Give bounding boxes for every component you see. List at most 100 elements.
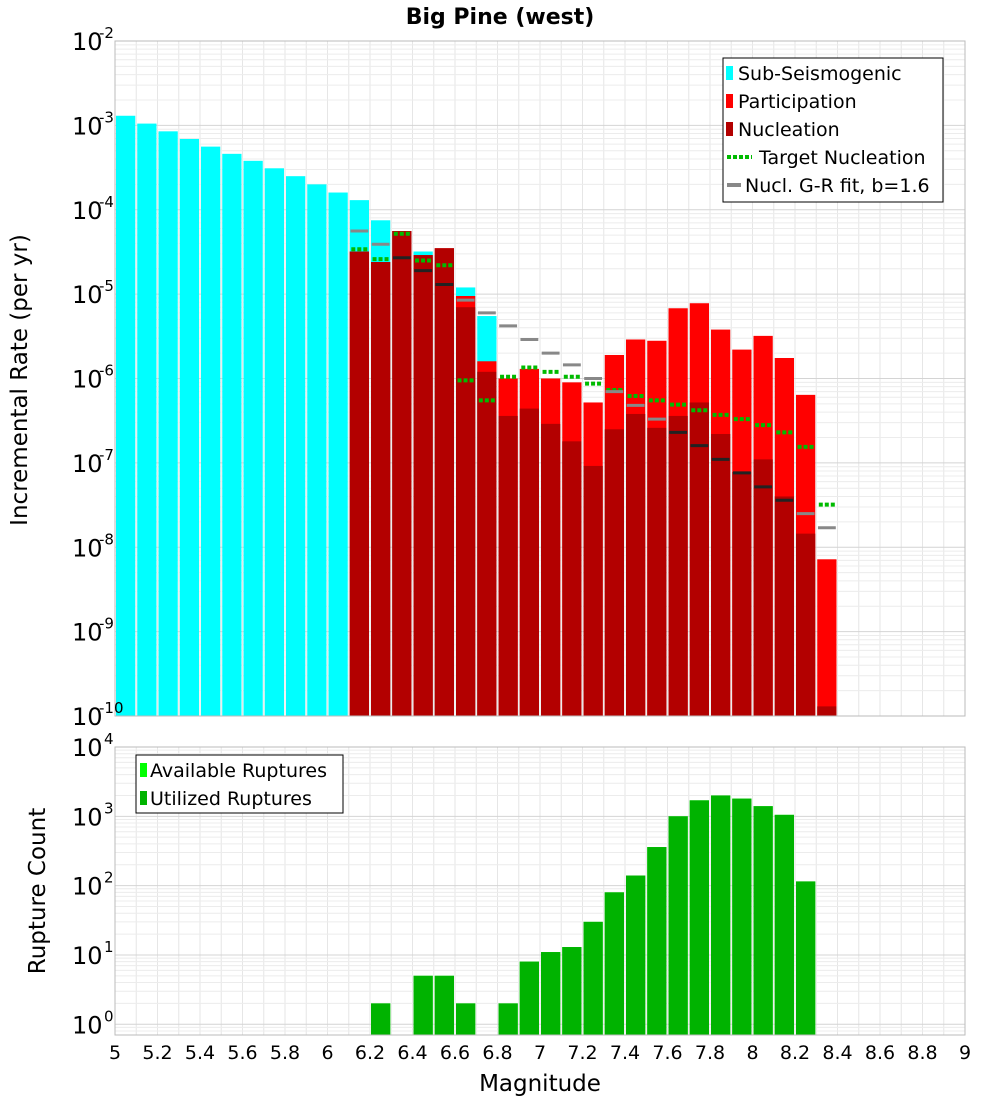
x-tick-label: 7 [534, 1042, 546, 1064]
y-tick-label: 10-6 [72, 362, 114, 394]
bar-sub-seismogenic [116, 115, 136, 716]
x-tick-label: 6.8 [482, 1042, 512, 1064]
y-tick-base: 10 [72, 803, 103, 831]
legend-label-sub-seismogenic: Sub-Seismogenic [738, 63, 902, 85]
bar-nucleation [732, 471, 752, 716]
y-tick-base: 10 [72, 28, 103, 56]
x-tick-label: 6 [321, 1042, 333, 1064]
y-tick-exponent: -3 [99, 108, 114, 126]
y-tick-label: 10-9 [72, 615, 114, 647]
x-tick-label: 6.6 [440, 1042, 470, 1064]
y-tick-exponent: -2 [99, 24, 114, 42]
bar-sub-seismogenic [222, 153, 242, 716]
x-tick-label: 5.4 [185, 1042, 215, 1064]
bar-utilized-ruptures [413, 975, 433, 1035]
count-y-axis-label: Rupture Count [25, 808, 51, 974]
bar-nucleation [392, 230, 412, 716]
x-tick-label: 8.4 [822, 1042, 852, 1064]
legend-label-available: Available Ruptures [150, 760, 327, 782]
legend-label-utilized: Utilized Ruptures [150, 788, 312, 810]
y-tick-exponent: -7 [99, 446, 114, 464]
y-tick-base: 10 [72, 703, 103, 731]
bar-sub-seismogenic [179, 138, 199, 716]
y-tick-label: 10-10 [72, 699, 124, 731]
legend-swatch-available [140, 763, 147, 777]
bar-nucleation [796, 533, 816, 716]
bar-nucleation [817, 706, 837, 716]
bar-nucleation [477, 371, 497, 716]
bar-nucleation [668, 415, 688, 716]
bar-sub-seismogenic [243, 160, 263, 717]
bar-nucleation [519, 408, 539, 716]
y-tick-exponent: 2 [104, 869, 114, 887]
rate-bars [116, 115, 837, 717]
bar-utilized-ruptures [732, 798, 752, 1035]
x-tick-label: 8.2 [780, 1042, 810, 1064]
y-tick-label: 10-7 [72, 446, 114, 478]
count-x-ticks: 5 5.2 5.4 5.6 5.8 6 6.2 6.4 6.6 6.8 7 7.2 7.4 7.6 7.8 8… [109, 1042, 971, 1064]
bar-nucleation [711, 433, 731, 716]
bar-sub-seismogenic [264, 168, 284, 716]
bar-utilized-ruptures [668, 816, 688, 1035]
legend-label-nucleation: Nucleation [738, 119, 840, 141]
bar-sub-seismogenic [201, 146, 221, 716]
legend-label-participation: Participation [738, 91, 857, 113]
x-tick-label: 8 [746, 1042, 758, 1064]
x-tick-label: 6.4 [397, 1042, 427, 1064]
y-tick-base: 10 [72, 112, 103, 140]
x-tick-label: 9 [959, 1042, 971, 1064]
y-tick-exponent: -5 [99, 277, 114, 295]
y-tick-label: 10 2 [72, 869, 114, 901]
count-bars [371, 795, 816, 1035]
chart-title: Big Pine (west) [406, 5, 595, 30]
y-tick-base: 10 [72, 873, 103, 901]
bar-utilized-ruptures [498, 1003, 518, 1035]
y-tick-exponent: 4 [104, 730, 114, 748]
count-legend: Available Ruptures Utilized Ruptures [135, 754, 344, 814]
bar-nucleation [456, 307, 476, 716]
bar-nucleation [371, 262, 391, 716]
bar-nucleation [562, 441, 582, 716]
bar-utilized-ruptures [604, 892, 624, 1035]
bar-utilized-ruptures [519, 961, 539, 1035]
bar-sub-seismogenic [307, 184, 327, 717]
count-plot-frame [114, 746, 966, 1036]
legend-label-gr-fit: Nucl. G-R fit, b=1.6 [745, 175, 930, 197]
bar-nucleation [498, 415, 518, 716]
bar-participation [817, 559, 837, 716]
y-tick-base: 10 [72, 197, 103, 225]
y-tick-exponent: -9 [99, 615, 114, 633]
x-tick-label: 7.2 [567, 1042, 597, 1064]
y-tick-label: 10 3 [72, 799, 114, 831]
bar-sub-seismogenic [137, 123, 157, 716]
legend-swatch-utilized [140, 791, 147, 805]
y-tick-label: 10 1 [72, 938, 114, 970]
x-tick-label: 7.8 [695, 1042, 725, 1064]
x-tick-label: 5 [109, 1042, 121, 1064]
y-tick-base: 10 [72, 281, 103, 309]
y-tick-label: 10 0 [72, 1007, 114, 1039]
x-tick-label: 6.2 [355, 1042, 385, 1064]
bar-nucleation [626, 413, 646, 716]
x-tick-label: 7.6 [652, 1042, 682, 1064]
legend-swatch-participation [726, 94, 733, 108]
bar-utilized-ruptures [562, 947, 582, 1035]
y-tick-exponent: 3 [104, 799, 114, 817]
bar-utilized-ruptures [647, 847, 667, 1035]
y-tick-base: 10 [72, 366, 103, 394]
bar-utilized-ruptures [689, 800, 709, 1035]
y-tick-label: 10 4 [72, 730, 114, 762]
x-tick-label: 5.6 [227, 1042, 257, 1064]
y-tick-exponent: -6 [99, 362, 114, 380]
bar-utilized-ruptures [371, 1003, 391, 1035]
y-tick-base: 10 [72, 619, 103, 647]
rate-markers [350, 229, 836, 530]
y-tick-label: 10-4 [72, 193, 114, 225]
bar-nucleation [583, 465, 603, 716]
count-legend-box [135, 754, 344, 814]
rate-plot-frame [114, 40, 966, 717]
